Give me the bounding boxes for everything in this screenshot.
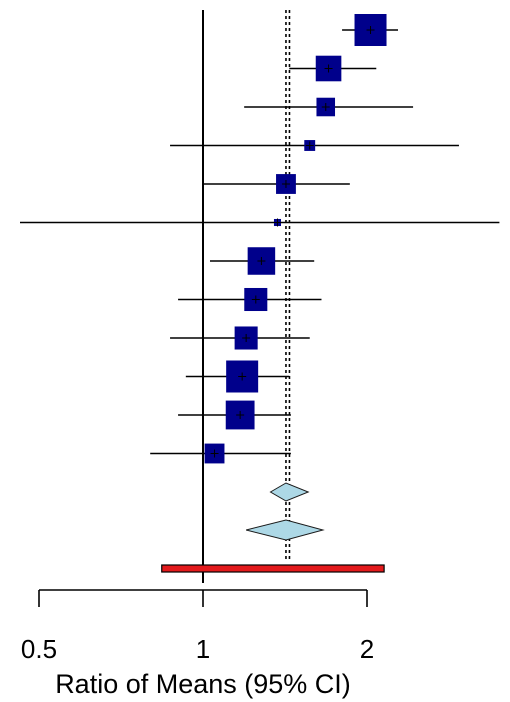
study-row: [178, 287, 322, 312]
study-row: [209, 247, 315, 275]
study-estimates: [20, 14, 500, 464]
study-row: [170, 326, 310, 350]
study-row: [203, 174, 350, 194]
study-row: [244, 97, 414, 117]
study-row: [289, 55, 377, 82]
study-row: [185, 360, 290, 393]
prediction-interval-bar: [161, 564, 385, 573]
x-tick-label: 2: [360, 634, 374, 664]
study-row: [170, 140, 459, 151]
study-row: [20, 218, 500, 227]
prediction-interval: [161, 564, 385, 573]
reference-lines: [202, 10, 291, 583]
study-row: [178, 400, 291, 430]
x-axis-title: Ratio of Means (95% CI): [55, 669, 351, 699]
study-row: [150, 443, 291, 464]
x-axis: 0.5 1 2: [21, 589, 374, 664]
x-tick-label: 0.5: [21, 634, 57, 664]
summary-estimates: [246, 482, 325, 541]
summary-diamond: [246, 519, 325, 541]
summary-diamond: [269, 482, 310, 502]
study-row: [342, 14, 399, 46]
x-tick-label: 1: [196, 634, 210, 664]
